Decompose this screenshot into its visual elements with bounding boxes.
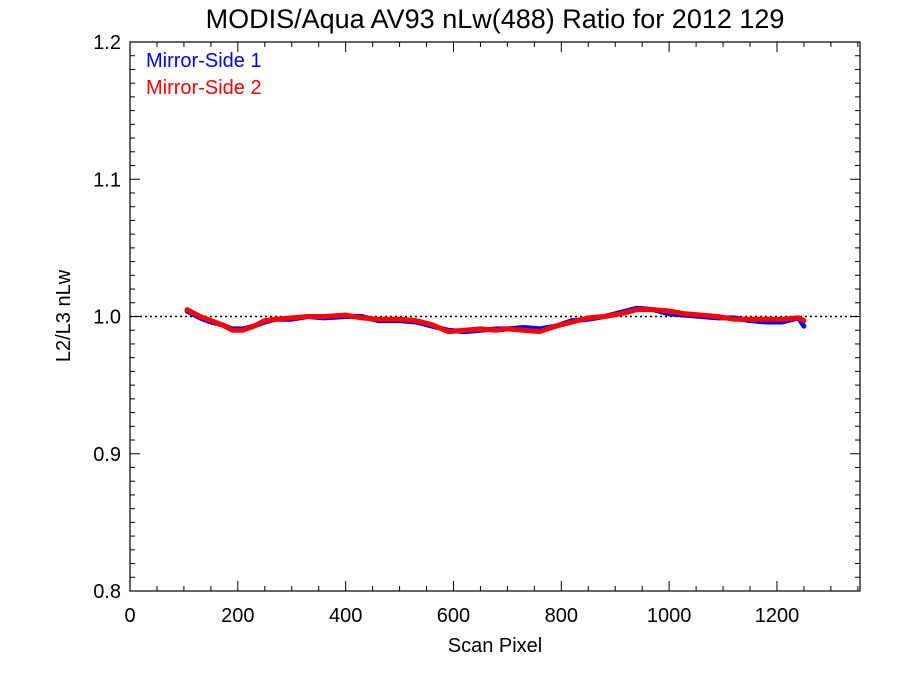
y-axis-label: L2/L3 nLw [53, 269, 75, 362]
y-tick-label: 0.8 [93, 581, 121, 603]
series-line-mirror-side-2 [184, 307, 807, 335]
legend-mirror-side-1: Mirror-Side 1 [146, 50, 262, 72]
chart-title: MODIS/Aqua AV93 nLw(488) Ratio for 2012 … [206, 4, 785, 34]
y-tick-label: 1.1 [93, 169, 121, 191]
axis-ticks: 0 200 400 600 800 1000 1200 0.8 0.9 1.0 1.1 1.2 [93, 32, 860, 627]
y-tick-label: 0.9 [93, 444, 121, 466]
x-tick-label: 800 [545, 605, 578, 627]
x-tick-label: 1000 [647, 605, 692, 627]
x-tick-label: 600 [437, 605, 470, 627]
x-axis-label: Scan Pixel [448, 635, 543, 657]
x-tick-label: 400 [329, 605, 362, 627]
x-tick-label: 0 [124, 605, 135, 627]
y-tick-label: 1.2 [93, 32, 121, 54]
y-tick-label: 1.0 [93, 307, 121, 329]
x-tick-label: 200 [221, 605, 254, 627]
x-tick-label: 1200 [755, 605, 800, 627]
series-group [184, 305, 807, 335]
legend-mirror-side-2: Mirror-Side 2 [146, 77, 262, 99]
